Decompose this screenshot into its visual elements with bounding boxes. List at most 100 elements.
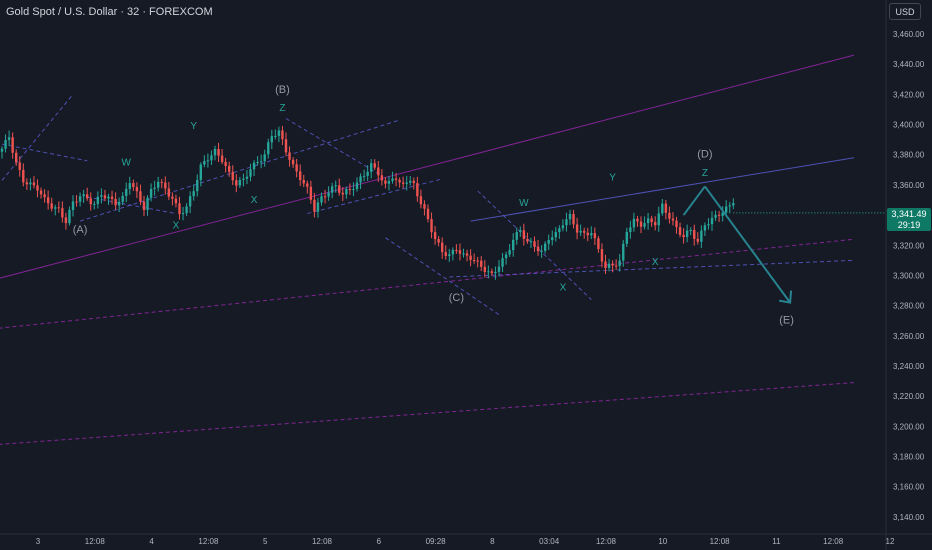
candle-body (366, 171, 369, 176)
candle-body (245, 176, 249, 179)
wave-label: X (652, 257, 659, 268)
candle-body (75, 201, 78, 203)
candle-body (50, 203, 53, 209)
candle-body (18, 162, 21, 170)
candle-body (338, 185, 341, 193)
candle-body (416, 183, 419, 197)
candle-body (256, 161, 259, 163)
candle-body (160, 181, 163, 183)
candle-body (533, 241, 536, 247)
channel-dashed-line[interactable] (285, 118, 383, 177)
x-tick-label: 12:08 (312, 537, 333, 546)
candle-body (36, 185, 39, 191)
candle-body (590, 233, 593, 236)
candle-body (710, 217, 714, 225)
candle-body (433, 232, 437, 240)
channel-dashed-line[interactable] (385, 237, 500, 316)
wave-label: Z (702, 168, 708, 179)
candle-body (629, 227, 632, 233)
candle-body (174, 198, 178, 204)
y-tick-label: 3,300.00 (893, 271, 925, 280)
candle-body (281, 130, 284, 140)
candle-body (142, 201, 146, 210)
candle-body (387, 180, 391, 184)
y-tick-label: 3,180.00 (893, 453, 925, 462)
candle-body (426, 208, 430, 220)
candle-body (561, 225, 565, 229)
candle-body (224, 161, 227, 167)
candle-body (508, 250, 511, 255)
x-tick-label: 12:08 (710, 537, 731, 546)
last-price-badge: 3,341.49 29:19 (887, 208, 931, 231)
y-tick-label: 3,460.00 (893, 30, 925, 39)
trend-dashed-line[interactable] (0, 238, 855, 329)
candle-body (43, 194, 46, 198)
candle-body (462, 253, 465, 255)
candle-body (547, 240, 550, 244)
y-tick-label: 3,260.00 (893, 332, 925, 341)
projection-arrow-lead[interactable] (682, 185, 706, 216)
candle-body (348, 188, 352, 190)
candle-body (565, 219, 568, 226)
candle-body (558, 228, 561, 233)
candle-body (465, 253, 469, 256)
y-tick-label: 3,420.00 (893, 90, 925, 99)
wave-label: W (519, 198, 529, 209)
candle-body (519, 230, 522, 232)
candle-body (291, 159, 295, 165)
candle-body (139, 191, 142, 202)
candle-body (373, 163, 376, 168)
candle-body (345, 188, 348, 195)
currency-button[interactable]: USD (889, 3, 921, 20)
candle-body (725, 206, 728, 213)
candle-body (611, 263, 614, 266)
channel-dashed-line[interactable] (87, 196, 177, 215)
candle-body (330, 186, 334, 193)
candle-body (497, 266, 501, 272)
candle-body (242, 178, 245, 180)
projection-arrowhead (778, 290, 793, 304)
candle-body (228, 166, 231, 172)
candle-body (103, 195, 107, 199)
candle-body (380, 175, 384, 181)
candle-body (401, 182, 405, 184)
candle-body (476, 260, 479, 262)
symbol-title[interactable]: Gold Spot / U.S. Dollar · 32 · FOREXCOM (6, 6, 213, 18)
candle-body (203, 160, 206, 165)
projection-arrow[interactable] (704, 185, 791, 304)
candle-body (327, 192, 330, 197)
candle-body (235, 180, 238, 186)
channel-dashed-line[interactable] (307, 178, 443, 215)
candle-body (377, 167, 380, 176)
candle-body (217, 148, 220, 156)
x-tick-label: 12:08 (596, 537, 617, 546)
channel-dashed-line[interactable] (1, 94, 74, 181)
candle-body (100, 195, 103, 197)
candle-body (164, 182, 167, 189)
trend-line[interactable] (0, 54, 855, 279)
candle-body (490, 271, 494, 274)
candle-body (732, 203, 735, 206)
x-tick-label: 09:28 (426, 537, 447, 546)
candle-body (89, 198, 92, 205)
y-tick-label: 3,440.00 (893, 60, 925, 69)
x-tick-label: 4 (149, 537, 154, 546)
channel-line[interactable] (470, 157, 855, 222)
candle-body (153, 187, 156, 189)
candle-body (288, 152, 291, 160)
channel-dashed-line[interactable] (79, 119, 400, 222)
channel-dashed-line[interactable] (449, 259, 855, 278)
candle-body (196, 179, 199, 192)
candle-body (39, 190, 43, 195)
candle-body (78, 196, 82, 202)
candle-body (57, 207, 60, 209)
trend-dashed-line[interactable] (0, 382, 855, 445)
wave-label: X (560, 283, 567, 294)
candle-body (146, 197, 149, 210)
candle-body (636, 218, 639, 222)
candle-body (693, 229, 696, 239)
channel-dashed-line[interactable] (1, 143, 88, 162)
candle-body (362, 175, 366, 177)
